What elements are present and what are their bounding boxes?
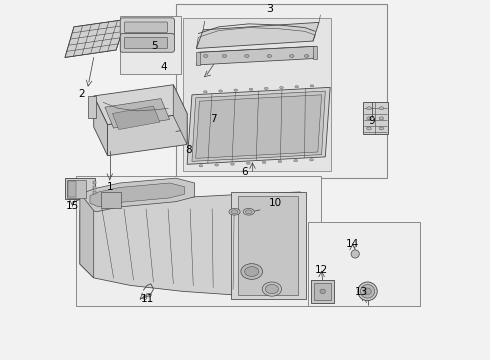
Ellipse shape	[262, 161, 266, 163]
Ellipse shape	[320, 289, 325, 293]
Text: 5: 5	[151, 41, 158, 51]
Text: 14: 14	[346, 239, 359, 248]
Ellipse shape	[231, 163, 234, 165]
Polygon shape	[196, 95, 321, 158]
Text: 13: 13	[355, 287, 368, 297]
Ellipse shape	[229, 208, 240, 215]
Ellipse shape	[245, 54, 249, 58]
Polygon shape	[80, 192, 306, 295]
Polygon shape	[312, 280, 334, 302]
Ellipse shape	[146, 293, 151, 297]
Ellipse shape	[310, 159, 314, 161]
Bar	[120, 15, 181, 73]
Polygon shape	[107, 113, 187, 156]
Text: 7: 7	[210, 114, 217, 125]
Bar	[176, 4, 387, 178]
Polygon shape	[67, 180, 86, 198]
Ellipse shape	[364, 288, 371, 295]
Ellipse shape	[266, 284, 278, 294]
Text: 9: 9	[368, 116, 375, 126]
Ellipse shape	[265, 87, 268, 90]
Ellipse shape	[290, 54, 294, 58]
Ellipse shape	[351, 250, 359, 258]
Polygon shape	[94, 85, 187, 125]
Bar	[183, 18, 331, 171]
Ellipse shape	[280, 86, 283, 89]
Polygon shape	[68, 181, 76, 197]
Ellipse shape	[267, 54, 271, 58]
Bar	[76, 176, 321, 306]
Text: 6: 6	[242, 167, 248, 177]
Text: 1: 1	[106, 182, 113, 192]
Polygon shape	[196, 22, 319, 49]
Ellipse shape	[278, 161, 282, 163]
Polygon shape	[82, 178, 195, 212]
Polygon shape	[101, 192, 121, 208]
Ellipse shape	[295, 86, 298, 88]
Text: 11: 11	[141, 294, 154, 304]
Text: 3: 3	[266, 4, 273, 14]
Polygon shape	[65, 19, 126, 58]
Ellipse shape	[367, 117, 371, 120]
Ellipse shape	[219, 90, 222, 92]
Polygon shape	[313, 46, 317, 59]
Ellipse shape	[304, 54, 309, 58]
FancyBboxPatch shape	[120, 33, 174, 52]
Ellipse shape	[379, 107, 384, 110]
Ellipse shape	[262, 282, 282, 296]
Polygon shape	[90, 183, 184, 207]
Polygon shape	[314, 283, 331, 300]
Text: 10: 10	[269, 198, 281, 208]
Ellipse shape	[234, 89, 238, 91]
Polygon shape	[187, 87, 330, 164]
Polygon shape	[65, 178, 95, 199]
Ellipse shape	[245, 210, 252, 213]
Ellipse shape	[367, 127, 371, 130]
Polygon shape	[192, 91, 325, 161]
Ellipse shape	[379, 117, 384, 120]
Text: 8: 8	[185, 145, 192, 155]
Ellipse shape	[246, 162, 250, 165]
Polygon shape	[231, 192, 306, 299]
FancyBboxPatch shape	[124, 37, 168, 49]
Polygon shape	[238, 196, 298, 295]
FancyBboxPatch shape	[120, 18, 174, 36]
Polygon shape	[88, 96, 96, 118]
Polygon shape	[105, 99, 170, 128]
Polygon shape	[112, 106, 160, 130]
Text: 15: 15	[66, 201, 79, 211]
Polygon shape	[196, 52, 200, 65]
Polygon shape	[196, 46, 317, 65]
Ellipse shape	[199, 165, 203, 167]
Ellipse shape	[245, 267, 259, 276]
Ellipse shape	[294, 159, 297, 162]
Text: 12: 12	[315, 265, 328, 275]
Ellipse shape	[310, 85, 314, 87]
Ellipse shape	[243, 208, 254, 215]
Bar	[93, 191, 96, 194]
Ellipse shape	[358, 282, 377, 301]
Bar	[93, 181, 96, 184]
Ellipse shape	[231, 210, 238, 213]
Polygon shape	[363, 102, 388, 134]
Ellipse shape	[367, 107, 371, 110]
Bar	[308, 222, 420, 306]
FancyBboxPatch shape	[124, 22, 168, 32]
Bar	[93, 186, 96, 189]
Ellipse shape	[203, 54, 208, 58]
Polygon shape	[173, 85, 187, 144]
Ellipse shape	[215, 164, 219, 166]
Ellipse shape	[361, 285, 375, 298]
Polygon shape	[94, 96, 107, 156]
Ellipse shape	[249, 88, 253, 90]
Text: 2: 2	[78, 89, 85, 99]
Ellipse shape	[203, 91, 207, 93]
Text: 4: 4	[160, 62, 167, 72]
Ellipse shape	[222, 54, 227, 58]
Polygon shape	[80, 193, 94, 278]
Ellipse shape	[241, 264, 263, 279]
Ellipse shape	[379, 127, 384, 130]
